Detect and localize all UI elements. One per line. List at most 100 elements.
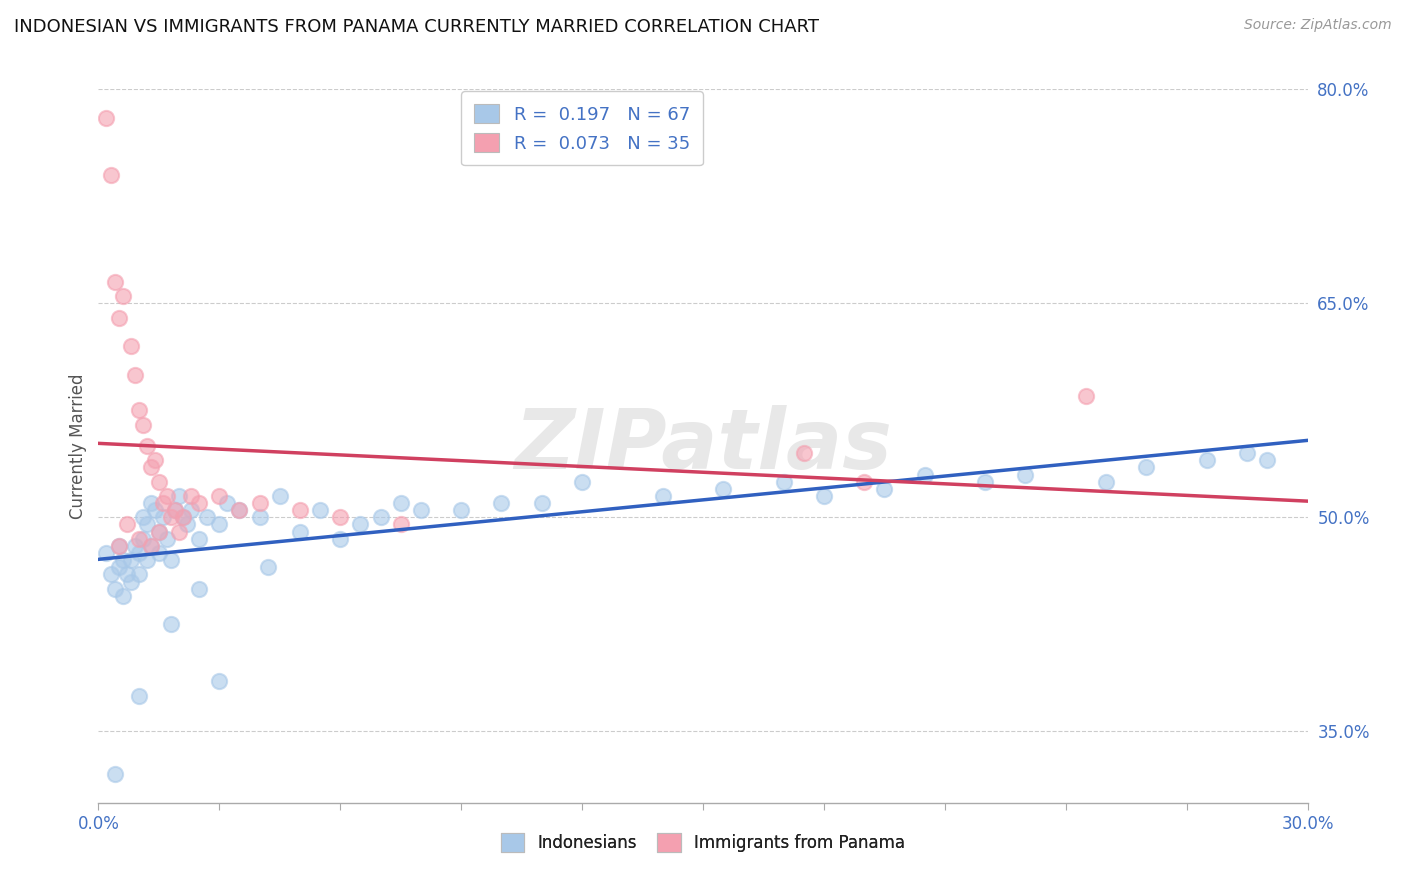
Point (711, 482, 734, 496)
Point (132, 510, 155, 524)
Point (188, 532, 211, 546)
Point (152, 510, 174, 524)
Point (309, 503, 332, 517)
Text: Source: ZipAtlas.com: Source: ZipAtlas.com (1244, 18, 1392, 32)
Point (128, 567, 150, 582)
Point (148, 475, 170, 489)
Point (139, 460, 162, 475)
Point (160, 510, 183, 524)
Point (1135, 460, 1157, 475)
Point (1236, 446, 1258, 460)
Point (873, 482, 896, 496)
Point (107, 539, 129, 553)
Point (103, 275, 125, 289)
Point (115, 567, 138, 582)
Text: ZIPatlas: ZIPatlas (515, 406, 891, 486)
Point (107, 539, 129, 553)
Point (148, 524, 170, 539)
Point (139, 539, 162, 553)
Point (148, 546, 170, 560)
Point (853, 475, 876, 489)
Point (120, 553, 142, 567)
Point (813, 489, 835, 503)
Point (188, 496, 211, 510)
Point (143, 453, 166, 467)
Point (115, 517, 138, 532)
Point (111, 589, 134, 603)
Point (128, 546, 150, 560)
Point (1256, 453, 1278, 467)
Point (132, 532, 155, 546)
Point (103, 767, 125, 781)
Point (139, 496, 162, 510)
Point (139, 539, 162, 553)
Point (651, 489, 673, 503)
Point (156, 532, 179, 546)
Point (772, 475, 794, 489)
Point (195, 510, 218, 524)
Point (160, 617, 183, 632)
Point (111, 289, 134, 303)
Point (208, 489, 231, 503)
Point (1014, 467, 1036, 482)
Point (530, 496, 553, 510)
Point (1074, 389, 1097, 403)
Point (180, 503, 202, 517)
Point (793, 446, 815, 460)
Point (135, 553, 157, 567)
Point (111, 553, 134, 567)
Point (128, 403, 150, 417)
Point (329, 532, 352, 546)
Point (148, 524, 170, 539)
Point (288, 524, 311, 539)
Point (135, 517, 157, 532)
Point (100, 567, 122, 582)
Point (163, 503, 186, 517)
Point (107, 560, 129, 574)
Point (103, 582, 125, 596)
Point (188, 582, 211, 596)
Point (156, 489, 179, 503)
Point (217, 496, 239, 510)
Point (96, 546, 118, 560)
Point (389, 517, 412, 532)
Point (100, 168, 122, 182)
Point (180, 489, 202, 503)
Point (370, 510, 392, 524)
Point (160, 553, 183, 567)
Point (172, 510, 194, 524)
Point (120, 339, 142, 353)
Point (249, 496, 271, 510)
Point (249, 510, 271, 524)
Point (128, 689, 150, 703)
Point (450, 503, 472, 517)
Point (974, 475, 997, 489)
Point (167, 524, 190, 539)
Point (124, 368, 146, 382)
Point (135, 439, 157, 453)
Point (349, 517, 371, 532)
Point (269, 489, 291, 503)
Point (172, 510, 194, 524)
Point (228, 503, 250, 517)
Point (143, 503, 166, 517)
Point (107, 310, 129, 325)
Point (124, 539, 146, 553)
Point (132, 417, 155, 432)
Point (228, 503, 250, 517)
Point (96, 111, 118, 125)
Point (176, 517, 198, 532)
Point (409, 503, 432, 517)
Point (571, 475, 593, 489)
Point (120, 574, 142, 589)
Point (288, 503, 311, 517)
Y-axis label: Currently Married: Currently Married (69, 373, 87, 519)
Point (152, 496, 174, 510)
Point (208, 517, 231, 532)
Point (389, 496, 412, 510)
Point (491, 496, 513, 510)
Point (128, 532, 150, 546)
Point (914, 467, 936, 482)
Point (163, 503, 186, 517)
Text: INDONESIAN VS IMMIGRANTS FROM PANAMA CURRENTLY MARRIED CORRELATION CHART: INDONESIAN VS IMMIGRANTS FROM PANAMA CUR… (14, 18, 820, 36)
